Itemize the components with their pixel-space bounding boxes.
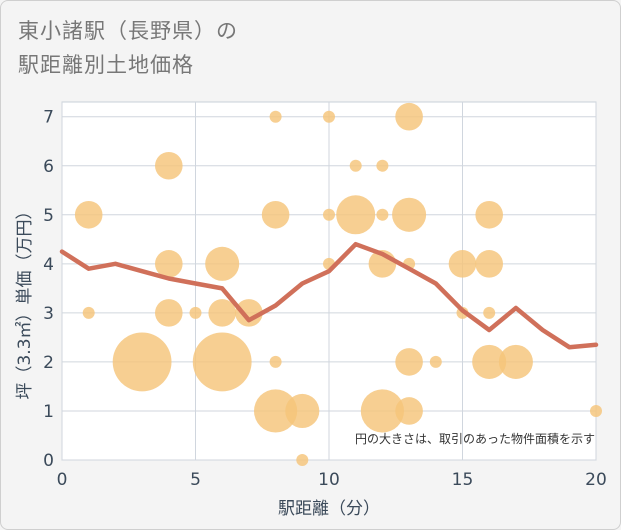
x-tick-label: 15 <box>452 470 474 490</box>
bubble-point <box>323 110 335 123</box>
bubble-point <box>376 159 389 172</box>
bubble-point <box>254 389 298 433</box>
average-line-group <box>59 241 599 350</box>
bubble-point <box>189 306 202 319</box>
chart-title-line2: 駅距離別土地価格 <box>18 53 194 77</box>
bubble-point <box>208 299 236 327</box>
bubble-point <box>269 355 282 368</box>
size-note: 円の大きさは、取引のあった物件面積を示す <box>355 431 595 446</box>
bubble-point <box>472 344 507 379</box>
bubble-point <box>155 299 183 327</box>
chart-title: 東小諸駅（長野県）の 駅距離別土地価格 <box>18 14 238 82</box>
bubble-point <box>285 393 320 428</box>
bubble-point <box>155 151 183 180</box>
y-tick-label: 7 <box>43 108 54 128</box>
x-tick-label: 0 <box>57 470 68 490</box>
y-tick-label: 2 <box>43 353 54 373</box>
bubble-point <box>269 110 282 123</box>
bubble-point <box>475 200 504 229</box>
average-line <box>59 241 599 350</box>
bubble-point <box>395 397 423 425</box>
x-axis-ticks: 0 5 10 15 20 <box>57 470 607 490</box>
bubble-point <box>336 195 376 235</box>
bubble-point <box>395 102 423 131</box>
bubble-point <box>82 306 95 319</box>
x-tick-label: 5 <box>190 470 201 490</box>
y-tick-label: 5 <box>43 206 54 226</box>
bubble-point <box>192 332 252 392</box>
bubble-point <box>498 344 533 379</box>
x-tick-label: 10 <box>318 470 340 490</box>
bubble-point <box>429 355 442 368</box>
bubble-series <box>74 102 602 466</box>
chart-title-line1: 東小諸駅（長野県）の <box>18 19 238 43</box>
y-axis-label: 坪（3.3㎡）単価（万円） <box>15 202 35 399</box>
bubble-point <box>590 404 602 417</box>
y-tick-label: 6 <box>43 157 54 177</box>
bubble-point <box>323 208 335 221</box>
y-axis-ticks: 0 1 2 3 4 5 6 7 <box>43 108 54 471</box>
bubble-point <box>296 454 309 466</box>
bubble-point <box>483 306 496 319</box>
x-tick-label: 20 <box>585 470 607 490</box>
bubble-point <box>261 200 290 229</box>
y-tick-label: 0 <box>43 451 54 471</box>
bubble-point <box>74 200 103 229</box>
bubble-point <box>349 159 362 172</box>
y-tick-label: 4 <box>43 255 54 275</box>
bubble-point <box>360 389 404 433</box>
bubble-point <box>155 250 183 278</box>
bubble-point <box>376 208 389 221</box>
y-tick-label: 3 <box>43 304 54 324</box>
bubble-point <box>395 348 423 376</box>
bubble-point <box>475 250 504 278</box>
bubble-point <box>235 299 263 327</box>
bubble-point <box>392 197 427 232</box>
bubble-point <box>205 246 240 281</box>
y-tick-label: 1 <box>43 402 54 422</box>
x-axis-label: 駅距離（分） <box>278 499 380 519</box>
bubble-point <box>448 250 477 278</box>
bubble-point <box>112 332 172 392</box>
